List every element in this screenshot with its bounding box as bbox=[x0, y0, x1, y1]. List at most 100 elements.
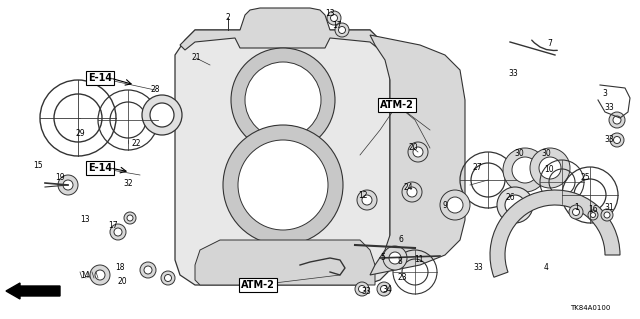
Circle shape bbox=[114, 228, 122, 236]
Circle shape bbox=[389, 252, 401, 264]
Text: 33: 33 bbox=[604, 103, 614, 113]
Text: FR.: FR. bbox=[40, 286, 60, 296]
Text: 27: 27 bbox=[472, 162, 482, 172]
Circle shape bbox=[327, 11, 341, 25]
Circle shape bbox=[591, 212, 595, 218]
Text: 12: 12 bbox=[358, 191, 368, 201]
Text: 15: 15 bbox=[33, 161, 43, 170]
Text: 17: 17 bbox=[108, 221, 118, 231]
FancyArrow shape bbox=[6, 283, 60, 299]
Circle shape bbox=[161, 271, 175, 285]
Text: 26: 26 bbox=[505, 194, 515, 203]
Circle shape bbox=[223, 125, 343, 245]
Text: 33: 33 bbox=[604, 136, 614, 145]
Text: 3: 3 bbox=[603, 88, 607, 98]
Circle shape bbox=[355, 282, 369, 296]
Circle shape bbox=[357, 190, 377, 210]
Circle shape bbox=[383, 246, 407, 270]
Circle shape bbox=[447, 197, 463, 213]
Text: 21: 21 bbox=[191, 54, 201, 63]
Polygon shape bbox=[370, 35, 465, 275]
Wedge shape bbox=[490, 190, 620, 277]
Circle shape bbox=[231, 48, 335, 152]
Circle shape bbox=[530, 148, 570, 188]
Text: E-14: E-14 bbox=[88, 73, 112, 83]
Text: TK84A0100: TK84A0100 bbox=[570, 305, 610, 311]
Text: 14: 14 bbox=[80, 271, 90, 279]
Text: 28: 28 bbox=[150, 85, 160, 94]
Circle shape bbox=[238, 140, 328, 230]
Circle shape bbox=[142, 95, 182, 135]
Text: ATM-2: ATM-2 bbox=[241, 280, 275, 290]
Text: 34: 34 bbox=[382, 286, 392, 294]
Circle shape bbox=[503, 148, 547, 192]
Text: 24: 24 bbox=[403, 183, 413, 192]
Text: 6: 6 bbox=[399, 234, 403, 243]
Text: 8: 8 bbox=[397, 256, 403, 265]
Circle shape bbox=[164, 275, 172, 281]
Circle shape bbox=[601, 209, 613, 221]
Text: 13: 13 bbox=[80, 216, 90, 225]
Circle shape bbox=[90, 265, 110, 285]
Circle shape bbox=[124, 212, 136, 224]
Circle shape bbox=[377, 282, 391, 296]
Circle shape bbox=[362, 195, 372, 205]
Text: 2: 2 bbox=[226, 13, 230, 23]
Text: 20: 20 bbox=[117, 278, 127, 286]
Text: 33: 33 bbox=[473, 263, 483, 271]
Circle shape bbox=[402, 182, 422, 202]
Circle shape bbox=[604, 212, 610, 218]
Circle shape bbox=[413, 147, 423, 157]
Text: 16: 16 bbox=[588, 204, 598, 213]
Text: 11: 11 bbox=[414, 255, 424, 263]
Circle shape bbox=[358, 286, 365, 293]
Text: 31: 31 bbox=[604, 203, 614, 211]
Text: 19: 19 bbox=[55, 173, 65, 182]
Circle shape bbox=[127, 215, 133, 221]
Circle shape bbox=[512, 157, 538, 183]
Text: 20: 20 bbox=[408, 144, 418, 152]
Circle shape bbox=[339, 26, 346, 33]
Text: 32: 32 bbox=[123, 179, 133, 188]
Text: 4: 4 bbox=[543, 263, 548, 271]
Text: 17: 17 bbox=[332, 21, 342, 31]
Circle shape bbox=[497, 187, 533, 223]
Circle shape bbox=[569, 205, 583, 219]
Text: 18: 18 bbox=[115, 263, 125, 272]
Circle shape bbox=[110, 224, 126, 240]
Circle shape bbox=[95, 270, 105, 280]
Circle shape bbox=[588, 210, 598, 220]
Circle shape bbox=[539, 157, 561, 179]
Circle shape bbox=[335, 23, 349, 37]
Text: 7: 7 bbox=[548, 39, 552, 48]
Text: 10: 10 bbox=[544, 165, 554, 174]
Circle shape bbox=[440, 190, 470, 220]
Text: 9: 9 bbox=[443, 201, 447, 210]
Circle shape bbox=[407, 187, 417, 197]
Circle shape bbox=[150, 103, 174, 127]
Text: 5: 5 bbox=[381, 253, 385, 262]
Polygon shape bbox=[175, 30, 390, 285]
Text: ATM-2: ATM-2 bbox=[380, 100, 414, 110]
Circle shape bbox=[505, 195, 525, 215]
Circle shape bbox=[245, 62, 321, 138]
Text: 30: 30 bbox=[541, 149, 551, 158]
Circle shape bbox=[58, 175, 78, 195]
Text: 30: 30 bbox=[514, 149, 524, 158]
Text: 25: 25 bbox=[580, 173, 590, 182]
Text: E-14: E-14 bbox=[88, 163, 112, 173]
Text: 13: 13 bbox=[325, 10, 335, 19]
Circle shape bbox=[610, 133, 624, 147]
Circle shape bbox=[609, 112, 625, 128]
Circle shape bbox=[573, 209, 579, 216]
Circle shape bbox=[330, 14, 337, 21]
Circle shape bbox=[144, 266, 152, 274]
Circle shape bbox=[408, 142, 428, 162]
Polygon shape bbox=[180, 8, 385, 50]
Circle shape bbox=[381, 286, 387, 293]
Circle shape bbox=[613, 116, 621, 124]
Text: 33: 33 bbox=[508, 70, 518, 78]
Circle shape bbox=[63, 180, 73, 190]
Circle shape bbox=[140, 262, 156, 278]
Circle shape bbox=[614, 137, 621, 144]
